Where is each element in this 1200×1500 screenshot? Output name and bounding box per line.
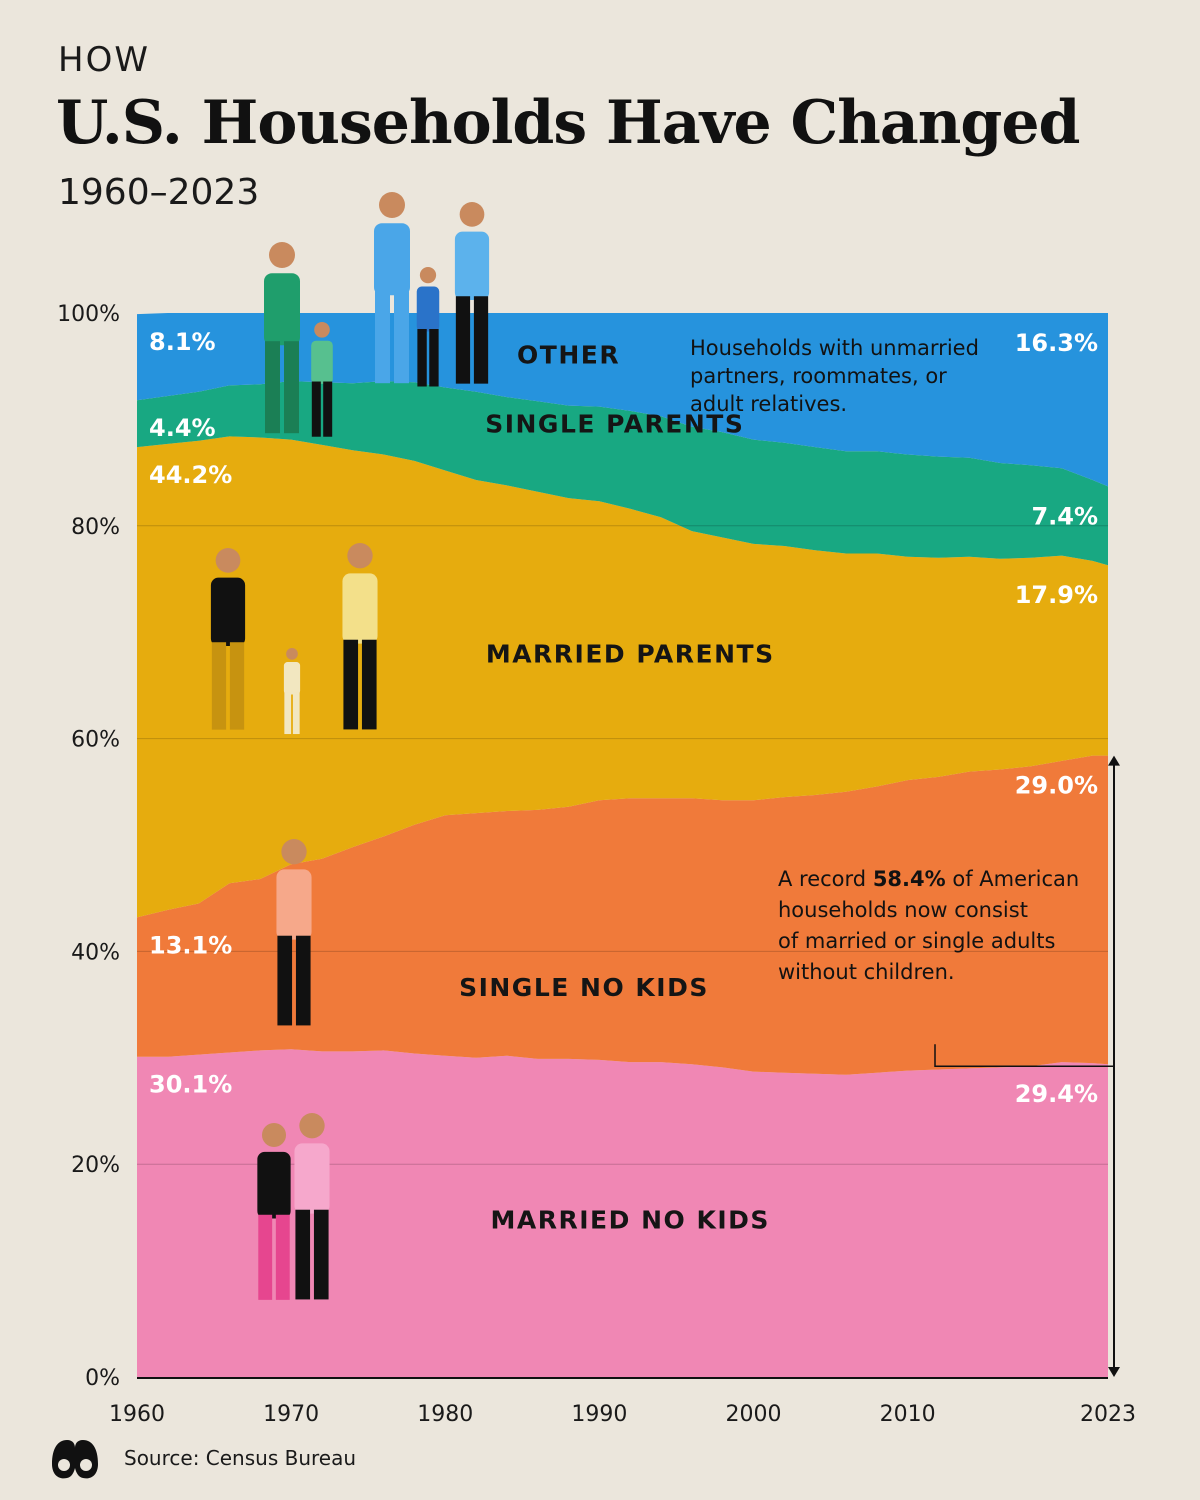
- y-tick-label: 0%: [85, 1366, 120, 1391]
- person-illustration: [374, 192, 410, 384]
- x-tick-label: 1970: [263, 1402, 319, 1427]
- pre-title: HOW: [58, 40, 150, 80]
- end-value-label: 16.3%: [1015, 329, 1098, 357]
- x-tick-label: 1960: [109, 1402, 165, 1427]
- chart-title: U.S. Households Have Changed: [56, 88, 1080, 158]
- end-value-label: 7.4%: [1031, 502, 1098, 530]
- start-value-label: 30.1%: [149, 1071, 232, 1099]
- record-note-line1-bold: 58.4%: [873, 867, 946, 891]
- arrow-up-icon: [1108, 755, 1120, 766]
- y-tick-label: 80%: [71, 515, 120, 540]
- start-value-label: 13.1%: [149, 931, 232, 959]
- person-illustration: [454, 202, 490, 384]
- x-tick-label: 1980: [417, 1402, 473, 1427]
- binoculars-logo-icon: [52, 1440, 98, 1479]
- person-illustration: [416, 267, 440, 387]
- person-illustration: [257, 1123, 291, 1300]
- series-label-single-no-kids: SINGLE NO KIDS: [459, 973, 709, 1002]
- y-tick-label: 40%: [71, 940, 120, 965]
- y-tick-label: 100%: [57, 302, 120, 327]
- start-value-label: 4.4%: [149, 414, 216, 442]
- person-illustration: [283, 648, 301, 735]
- y-tick-label: 60%: [71, 728, 120, 753]
- other-note-line: partners, roommates, or: [690, 364, 947, 388]
- person-illustration: [342, 543, 378, 730]
- series-label-married-parents: MARRIED PARENTS: [486, 639, 775, 668]
- record-note-line: households now consist: [778, 898, 1028, 922]
- record-note-line: without children.: [778, 960, 955, 984]
- area-single-no-kids: [137, 755, 1108, 1075]
- record-note-line: of married or single adults: [778, 929, 1055, 953]
- footer: Source: Census Bureau: [48, 1434, 356, 1482]
- record-note-line1-prefix: A record: [778, 867, 873, 891]
- start-value-label: 8.1%: [149, 328, 216, 356]
- series-label-married-no-kids: MARRIED NO KIDS: [491, 1206, 770, 1235]
- source-note: Source: Census Bureau: [124, 1446, 357, 1470]
- end-value-label: 17.9%: [1015, 581, 1098, 609]
- other-note-line: adult relatives.: [690, 392, 847, 416]
- other-note-line: Households with unmarried: [690, 336, 979, 360]
- area-single-parents: [137, 381, 1108, 566]
- chart-subtitle: 1960–2023: [58, 172, 260, 213]
- person-illustration: [276, 839, 312, 1026]
- x-tick-label: 2023: [1080, 1402, 1136, 1427]
- series-label-other: OTHER: [517, 341, 620, 370]
- person-illustration: [311, 322, 333, 437]
- x-tick-label: 2000: [726, 1402, 782, 1427]
- person-illustration: [264, 242, 300, 434]
- end-value-label: 29.0%: [1015, 772, 1098, 800]
- y-tick-label: 20%: [71, 1153, 120, 1178]
- area-married-parents: [137, 436, 1108, 918]
- record-connector-line: [934, 1044, 1114, 1068]
- arrow-down-icon: [1108, 1367, 1120, 1377]
- area-married-no-kids: [137, 1049, 1108, 1377]
- x-tick-label: 1990: [571, 1402, 627, 1427]
- start-value-label: 44.2%: [149, 461, 232, 489]
- x-tick-label: 2010: [880, 1402, 936, 1427]
- person-illustration: [210, 548, 246, 730]
- series-label-single-parents: SINGLE PARENTS: [485, 410, 744, 439]
- record-note-line: A record 58.4% of American: [778, 867, 1079, 891]
- record-note-line1-suffix: of American: [946, 867, 1080, 891]
- end-value-label: 29.4%: [1015, 1080, 1098, 1108]
- person-illustration: [294, 1113, 330, 1300]
